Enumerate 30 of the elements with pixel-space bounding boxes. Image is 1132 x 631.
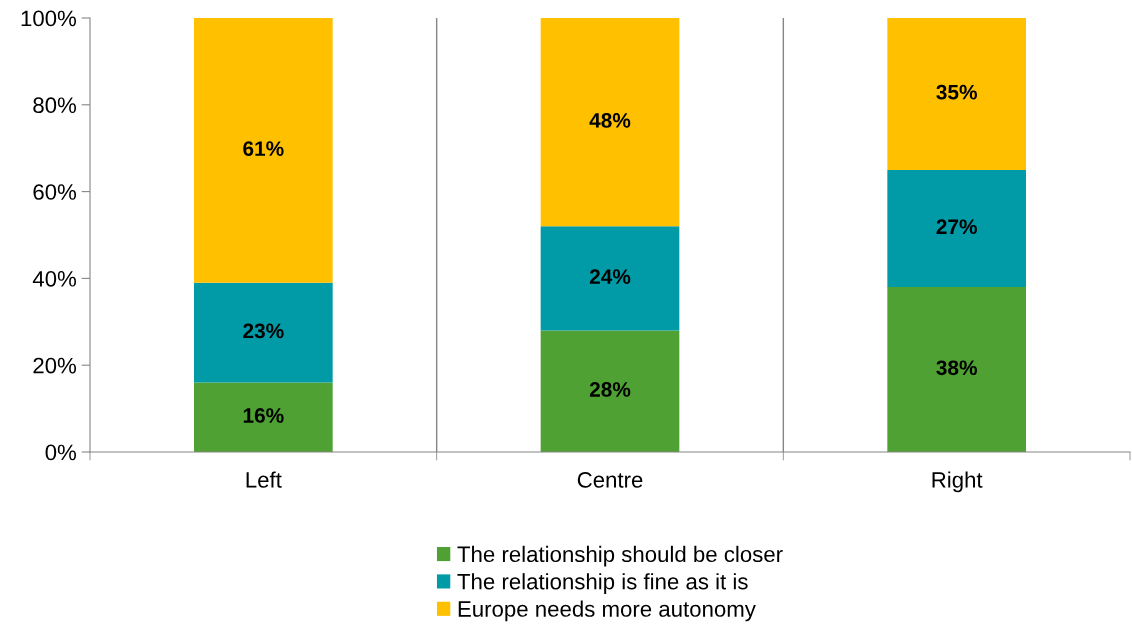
text: 27% <box>936 219 977 235</box>
x-tick-label: Left <box>246 471 282 488</box>
text: 23% <box>243 323 284 339</box>
bar <box>540 330 680 452</box>
legend-label: The relationship is fine as it is <box>457 573 748 594</box>
bar <box>194 18 333 283</box>
y-tick-label: 20% <box>33 357 77 374</box>
y-tick-label: 40% <box>32 270 77 287</box>
bar <box>887 18 1026 170</box>
legend-label: The relationship should be closer <box>457 545 783 567</box>
text: 61% <box>243 141 284 156</box>
text: 48% <box>589 113 631 128</box>
text: 24% <box>589 269 631 284</box>
bar <box>540 226 680 331</box>
y-tick-label: 100% <box>21 10 77 27</box>
legend-label: Europe needs more autonomy <box>458 600 756 622</box>
y-tick-label: 80% <box>33 97 77 114</box>
text: 38% <box>936 360 977 376</box>
x-tick-label: Centre <box>577 472 643 488</box>
y-tick-label: 0% <box>45 444 77 461</box>
text: 28% <box>589 382 631 397</box>
bar <box>887 287 1026 452</box>
x-tick-label: Right <box>932 471 983 493</box>
text: 35% <box>936 84 977 100</box>
y-tick-label: 60% <box>33 184 77 200</box>
bar <box>887 169 1026 288</box>
bar <box>194 282 333 383</box>
bar <box>540 18 680 227</box>
text: 16% <box>243 408 284 423</box>
bar <box>194 382 333 452</box>
